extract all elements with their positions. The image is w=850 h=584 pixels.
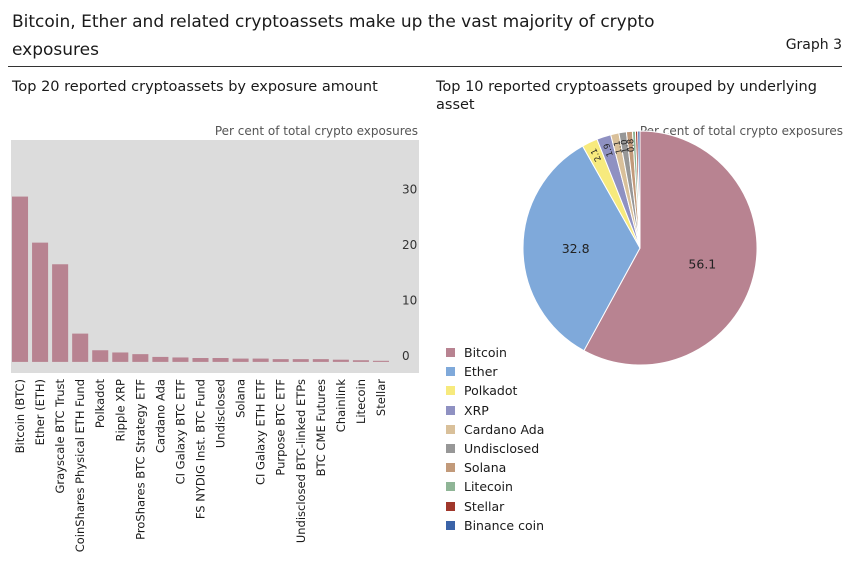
pie-chart: Per cent of total crypto exposures 56.1 3… bbox=[522, 124, 843, 365]
pie-unit-label: Per cent of total crypto exposures bbox=[640, 124, 843, 138]
legend-swatch bbox=[446, 482, 455, 492]
legend-swatch bbox=[446, 444, 455, 454]
x-tick-label: CoinShares Physical ETH Fund bbox=[73, 379, 87, 552]
bar bbox=[372, 360, 389, 362]
bar bbox=[52, 264, 69, 362]
bar-chart: Per cent of total crypto exposures 0 10 20… bbox=[11, 124, 419, 552]
pie-chart-title: Top 10 reported cryptoassets grouped by … bbox=[436, 79, 817, 113]
bar bbox=[172, 357, 189, 362]
x-tick-label: Ether (ETH) bbox=[33, 379, 47, 445]
legend-label: Polkadot bbox=[464, 383, 518, 399]
bar bbox=[92, 350, 109, 362]
legend-swatch bbox=[446, 367, 455, 377]
pie-slice-label: 1.0 bbox=[620, 139, 632, 154]
bar bbox=[12, 196, 29, 362]
y-tick-label: 20 bbox=[402, 238, 417, 252]
legend-label: Bitcoin bbox=[464, 345, 507, 361]
legend-label: Ether bbox=[464, 364, 498, 380]
x-tick-label: CI Galaxy ETH ETF bbox=[254, 379, 268, 485]
bar bbox=[352, 360, 369, 362]
x-tick-label: Litecoin bbox=[354, 379, 368, 424]
title-rule bbox=[8, 66, 842, 67]
bar bbox=[292, 359, 309, 362]
x-tick-label: Cardano Ada bbox=[153, 379, 167, 453]
legend-item: Cardano Ada bbox=[446, 420, 544, 439]
pie-legend: Bitcoin Ether Polkadot XRP Cardano Ada Undisc… bbox=[446, 343, 544, 535]
x-tick-label: Purpose BTC ETF bbox=[274, 379, 288, 476]
pie-slice bbox=[522, 145, 641, 352]
x-tick-label: CI Galaxy BTC ETF bbox=[173, 379, 187, 484]
pie-slice-label: 32.8 bbox=[562, 241, 590, 256]
legend-swatch bbox=[446, 463, 455, 473]
legend-swatch bbox=[446, 348, 455, 358]
chart-title: Bitcoin, Ether and related cryptoassets … bbox=[12, 12, 655, 60]
legend-label: Cardano Ada bbox=[464, 421, 545, 437]
x-tick-label: FS NYDIG Inst. BTC Fund bbox=[193, 379, 207, 519]
legend-swatch bbox=[446, 405, 455, 415]
bar bbox=[32, 242, 49, 362]
pie-slice bbox=[637, 130, 641, 249]
bar bbox=[272, 359, 289, 362]
legend-label: Litecoin bbox=[464, 479, 513, 495]
x-tick-label: Solana bbox=[234, 379, 248, 418]
bar-chart-title: Top 20 reported cryptoassets by exposure… bbox=[12, 79, 378, 95]
graph-number: Graph 3 bbox=[785, 37, 842, 53]
pie-slice-label: 1.9 bbox=[602, 142, 616, 158]
bar bbox=[332, 359, 349, 362]
x-tick-label: Bitcoin (BTC) bbox=[13, 379, 27, 453]
legend-item: Ether bbox=[446, 362, 544, 381]
legend-item: Solana bbox=[446, 458, 544, 477]
bar bbox=[232, 358, 249, 362]
legend-item: Litecoin bbox=[446, 477, 544, 496]
bar bbox=[192, 358, 209, 362]
legend-label: Stellar bbox=[464, 498, 505, 514]
legend-item: Binance coin bbox=[446, 516, 544, 535]
x-tick-label: Grayscale BTC Trust bbox=[53, 379, 67, 494]
legend-swatch bbox=[446, 386, 455, 396]
bar bbox=[152, 356, 169, 362]
bar bbox=[212, 358, 229, 362]
x-tick-label: Undisclosed BTC-linked ETPs bbox=[294, 379, 308, 543]
pie-slice-label: 56.1 bbox=[688, 256, 716, 271]
pie-slice-label: 0.8 bbox=[626, 138, 637, 152]
legend-item: XRP bbox=[446, 401, 544, 420]
legend-label: Undisclosed bbox=[464, 441, 540, 457]
x-tick-label: Stellar bbox=[374, 379, 388, 416]
bar bbox=[132, 354, 149, 362]
bar bbox=[72, 333, 89, 362]
bar bbox=[252, 358, 269, 362]
legend-label: Solana bbox=[464, 460, 507, 476]
x-tick-label: Undisclosed bbox=[214, 379, 228, 448]
legend-item: Stellar bbox=[446, 497, 544, 516]
legend-swatch bbox=[446, 424, 455, 434]
x-tick-label: Ripple XRP bbox=[113, 379, 127, 442]
bar bbox=[312, 359, 329, 362]
x-tick-label: Polkadot bbox=[93, 379, 107, 429]
x-tick-label: Chainlink bbox=[334, 379, 348, 433]
legend-label: XRP bbox=[464, 402, 489, 418]
legend-swatch bbox=[446, 501, 455, 511]
legend-item: Undisclosed bbox=[446, 439, 544, 458]
legend-item: Bitcoin bbox=[446, 343, 544, 362]
bar bbox=[112, 352, 129, 362]
legend-label: Binance coin bbox=[464, 517, 545, 533]
legend-item: Polkadot bbox=[446, 381, 544, 400]
legend-swatch bbox=[446, 520, 455, 530]
bar-unit-label: Per cent of total crypto exposures bbox=[215, 124, 418, 138]
x-tick-label: BTC CME Futures bbox=[314, 379, 328, 476]
y-tick-label: 0 bbox=[402, 349, 410, 363]
pie-slice bbox=[583, 130, 758, 365]
pie-slice-label: 1.1 bbox=[612, 140, 625, 155]
y-tick-label: 10 bbox=[402, 293, 417, 307]
x-tick-label: ProShares BTC Strategy ETF bbox=[133, 379, 147, 540]
y-tick-label: 30 bbox=[402, 182, 417, 196]
